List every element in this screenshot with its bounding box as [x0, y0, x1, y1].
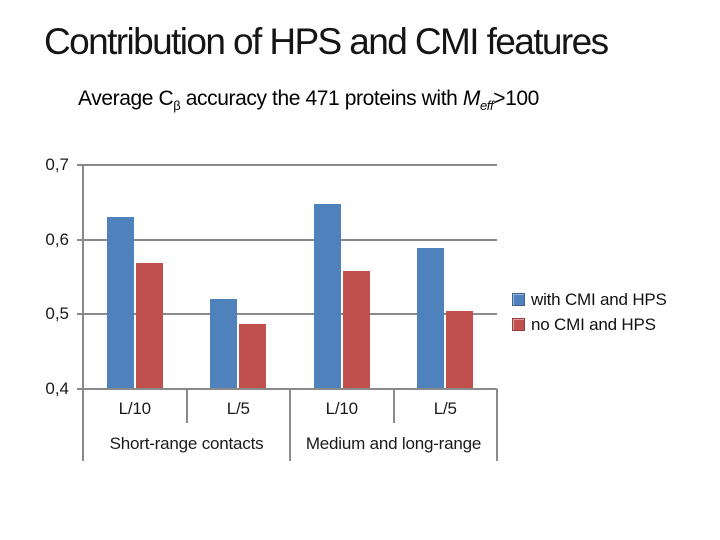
legend-label: no CMI and HPS — [531, 314, 656, 334]
bar-red — [135, 262, 163, 389]
category-group-line — [289, 389, 291, 461]
subtitle-text-1: Average C — [78, 87, 174, 110]
legend-label: with CMI and HPS — [531, 289, 667, 309]
legend-item: no CMI and HPS — [512, 312, 667, 337]
subtitle-text-3: >100 — [493, 87, 539, 110]
x-axis-label: L/10 — [325, 399, 358, 418]
subtitle-subscript-beta: β — [173, 98, 181, 114]
x-axis-label: L/5 — [226, 399, 250, 418]
y-axis-label: 0,7 — [45, 155, 69, 174]
legend-swatch — [512, 293, 525, 306]
category-group-line — [82, 389, 84, 461]
category-group-line — [496, 389, 498, 461]
y-axis-tick — [77, 313, 83, 316]
slide-title: Contribution of HPS and CMI features — [44, 21, 609, 62]
x-axis-group-label: Medium and long-range — [305, 434, 482, 453]
subtitle-italic-m: M — [462, 87, 480, 110]
chart-legend: with CMI and HPS no CMI and HPS — [512, 287, 667, 337]
bar-blue — [313, 203, 341, 389]
gridline — [83, 164, 497, 166]
chart-subtitle: Average Cβ accuracy the 471 proteins wit… — [78, 86, 678, 112]
y-axis-tick — [77, 238, 83, 241]
y-axis-line — [82, 164, 84, 396]
subtitle-subscript-eff: eff — [479, 98, 494, 114]
category-tick-line — [185, 389, 188, 423]
category-tick-line — [392, 389, 395, 423]
gridline — [83, 313, 497, 316]
bar-blue — [106, 217, 134, 389]
bar-red — [239, 324, 267, 389]
y-axis-label: 0,4 — [45, 379, 69, 398]
y-axis-tick — [77, 388, 83, 390]
y-axis-label: 0,6 — [45, 229, 69, 249]
bar-red — [342, 271, 370, 389]
legend-item: with CMI and HPS — [512, 287, 667, 312]
x-axis-group-label: Short-range contacts — [109, 434, 264, 453]
x-axis-label: L/10 — [118, 399, 151, 418]
bar-red — [446, 310, 474, 389]
x-axis-label: L/5 — [433, 399, 457, 418]
bar-blue — [210, 299, 238, 389]
subtitle-text-2: accuracy the 471 proteins with — [180, 87, 463, 110]
gridline — [83, 238, 497, 241]
y-axis-label: 0,5 — [45, 304, 69, 324]
legend-swatch — [512, 318, 525, 331]
y-axis-tick — [77, 164, 83, 166]
bar-blue — [417, 247, 445, 389]
